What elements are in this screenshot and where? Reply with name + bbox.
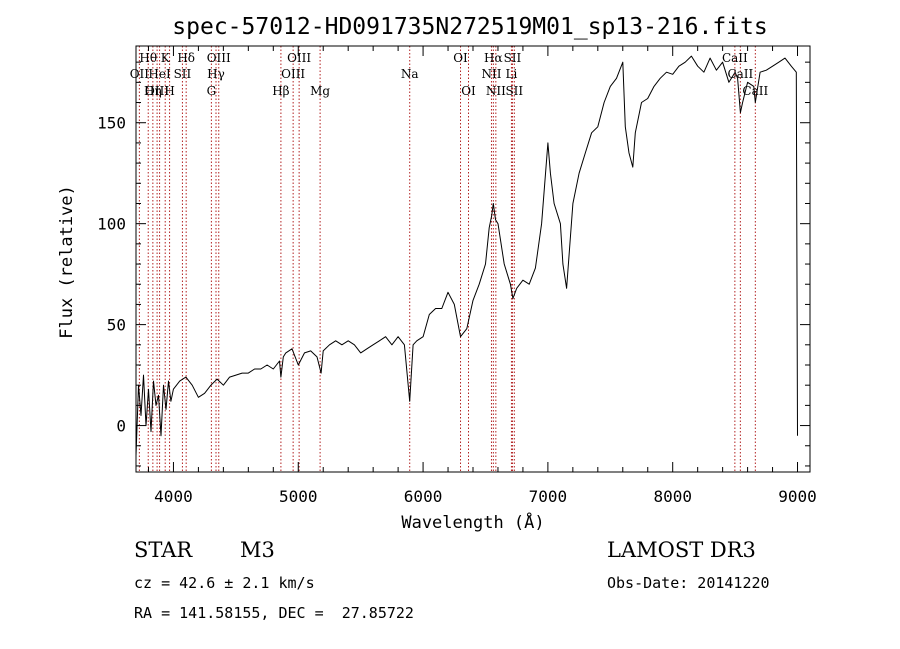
marker-label-7: H <box>164 84 174 98</box>
object-subclass: M3 <box>240 538 275 562</box>
marker-label-1: OII <box>130 67 150 81</box>
marker-label-16: Na <box>401 67 419 81</box>
marker-label-24: SII <box>505 84 523 98</box>
marker-label-10: Hγ <box>207 67 225 81</box>
x-tick-label-4: 8000 <box>653 487 692 506</box>
x-tick-label-1: 5000 <box>279 487 318 506</box>
survey-name: LAMOST DR3 <box>607 538 756 562</box>
marker-label-17: OI <box>453 51 468 65</box>
marker-label-14: Hβ <box>272 84 289 98</box>
marker-label-0: Hθ <box>139 51 157 65</box>
marker-label-4: Hη <box>144 84 162 98</box>
marker-label-8: Hδ <box>177 51 195 65</box>
x-tick-label-0: 4000 <box>154 487 193 506</box>
observation-date: Obs-Date: 20141220 <box>607 574 770 592</box>
chart-title: spec-57012-HD091735N272519M01_sp13-216.f… <box>172 14 767 40</box>
marker-label-6: SII <box>174 67 192 81</box>
redshift-value: cz = 42.6 ± 2.1 km/s <box>134 574 315 592</box>
marker-label-27: CaII <box>742 84 768 98</box>
marker-label-13: OIII <box>281 67 305 81</box>
marker-label-23: Li <box>506 67 518 81</box>
marker-label-25: CaII <box>722 51 748 65</box>
marker-label-15: Mg <box>310 84 330 98</box>
marker-label-9: OIII <box>207 51 231 65</box>
y-axis-label: Flux (relative) <box>57 185 77 339</box>
marker-label-21: NII <box>486 84 506 98</box>
y-tick-label-0: 0 <box>116 417 126 436</box>
y-tick-label-2: 100 <box>97 215 126 234</box>
marker-label-11: G <box>207 84 217 98</box>
marker-label-5: K <box>161 51 171 65</box>
marker-label-2: OIII <box>145 84 169 98</box>
spectrum-line <box>135 55 798 456</box>
x-tick-label-5: 9000 <box>778 487 817 506</box>
y-tick-label-3: 150 <box>97 114 126 133</box>
y-tick-label-1: 50 <box>107 316 126 335</box>
object-type: STAR <box>134 538 193 562</box>
marker-label-19: Hα <box>484 51 503 65</box>
marker-label-12: OIII <box>287 51 311 65</box>
axes-frame <box>135 45 811 473</box>
coordinates: RA = 141.58155, DEC = 27.85722 <box>134 604 414 622</box>
x-tick-label-2: 6000 <box>404 487 443 506</box>
marker-label-22: SII <box>504 51 522 65</box>
marker-label-3: HeI <box>148 67 171 81</box>
marker-label-18: OI <box>461 84 476 98</box>
x-tick-label-3: 7000 <box>529 487 568 506</box>
x-axis-label: Wavelength (Å) <box>401 511 544 533</box>
marker-label-20: NII <box>481 67 501 81</box>
marker-label-26: CaII <box>727 67 753 81</box>
